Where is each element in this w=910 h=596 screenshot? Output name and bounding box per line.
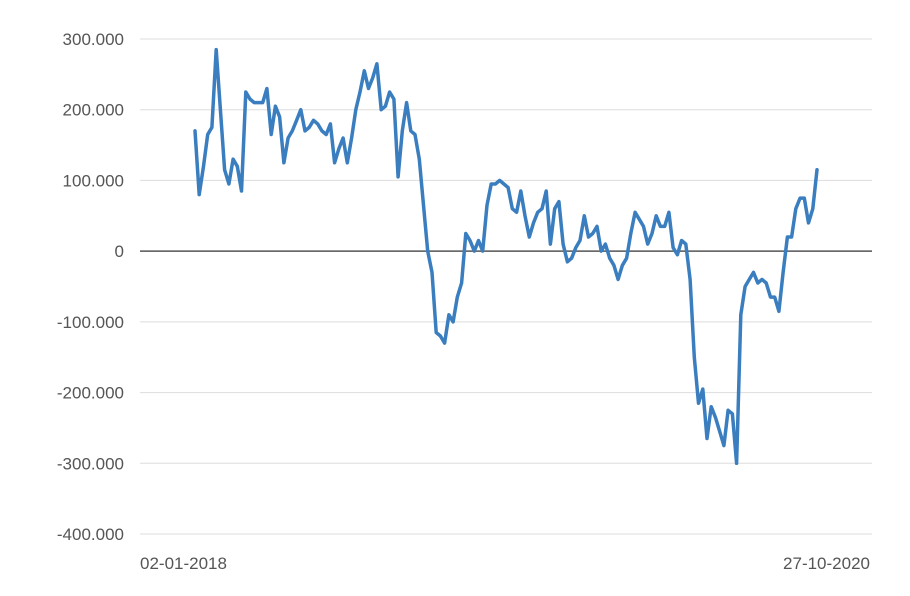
y-tick-label: 300.000 [63, 30, 124, 49]
y-tick-label: -100.000 [57, 313, 124, 332]
series-line [193, 47, 819, 466]
x-tick-label-end: 27-10-2020 [783, 554, 870, 573]
y-tick-label: -200.000 [57, 384, 124, 403]
y-tick-label: -300.000 [57, 454, 124, 473]
series-layer [193, 47, 819, 466]
gridlines [140, 38, 872, 535]
y-tick-label: -400.000 [57, 525, 124, 544]
y-tick-label: 200.000 [63, 101, 124, 120]
x-axis-tick-labels: 02-01-2018 27-10-2020 [140, 554, 870, 573]
x-tick-label-start: 02-01-2018 [140, 554, 227, 573]
y-tick-label: 0 [115, 242, 124, 261]
y-tick-label: 100.000 [63, 171, 124, 190]
y-axis-tick-labels: 300.000 200.000 100.000 0 -100.000 -200.000 -3… [57, 30, 124, 544]
